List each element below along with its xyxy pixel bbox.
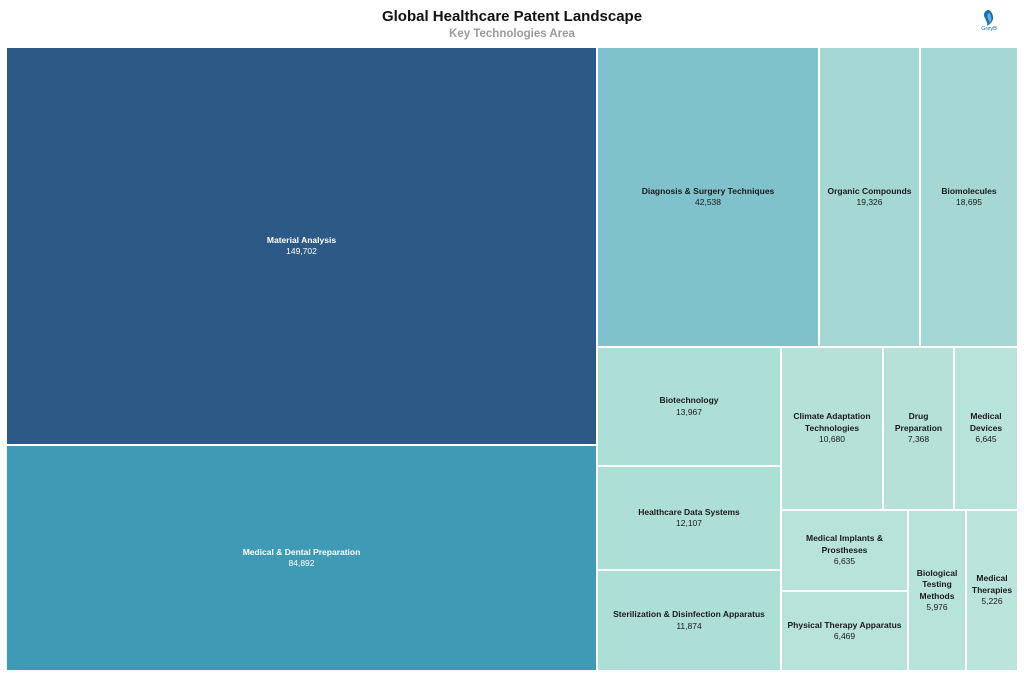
chart-title: Global Healthcare Patent Landscape [381, 8, 643, 25]
tile-biological-testing-methods[interactable]: Biological Testing Methods 5,976 [908, 510, 966, 671]
tile-label: Drug Preparation [894, 411, 943, 433]
tile-label: Biological Testing Methods [916, 567, 958, 601]
tile-label: Diagnosis & Surgery Techniques [641, 185, 775, 196]
tile-label: Climate Adaptation Technologies [793, 411, 871, 433]
tile-material-analysis[interactable]: Material Analysis 149,702 [6, 47, 597, 445]
tile-medical-therapies[interactable]: Medical Therapies 5,226 [966, 510, 1018, 671]
tile-value: 149,702 [286, 246, 317, 256]
tile-drug-preparation[interactable]: Drug Preparation 7,368 [883, 347, 954, 510]
tile-label: Medical Implants & Prostheses [806, 533, 883, 555]
tile-value: 11,874 [676, 620, 702, 631]
tile-label: Sterilization & Disinfection Apparatus [613, 609, 765, 619]
tile-medical-dental-preparation[interactable]: Medical & Dental Preparation 84,892 [6, 445, 597, 671]
tile-label: Biotechnology [659, 395, 719, 405]
tile-value: 19,326 [856, 197, 883, 207]
tile-medical-implants-prostheses[interactable]: Medical Implants & Prostheses 6,635 [781, 510, 908, 591]
tile-sterilization-disinfection-apparatus[interactable]: Sterilization & Disinfection Apparatus 1… [597, 570, 781, 671]
tile-value: 18,695 [956, 197, 982, 207]
tile-biotechnology[interactable]: Biotechnology 13,967 [597, 347, 781, 466]
tile-label: Material Analysis [266, 234, 337, 245]
tile-label: Medical Therapies [971, 573, 1013, 595]
tile-value: 10,680 [819, 434, 845, 445]
tile-label: Biomolecules [941, 185, 997, 196]
tile-value: 12,107 [676, 518, 702, 528]
tile-diagnosis-surgery-techniques[interactable]: Diagnosis & Surgery Techniques 42,538 [597, 47, 819, 347]
chart-subtitle: Key Technologies Area [449, 28, 575, 40]
tile-value: 5,226 [981, 596, 1003, 607]
tile-medical-devices[interactable]: Medical Devices 6,645 [954, 347, 1018, 510]
tile-value: 13,967 [676, 406, 702, 417]
tile-value: 7,368 [907, 434, 930, 445]
tile-organic-compounds[interactable]: Organic Compounds 19,326 [819, 47, 920, 347]
tile-label: Healthcare Data Systems [638, 506, 740, 517]
tile-climate-adaptation-technologies[interactable]: Climate Adaptation Technologies 10,680 [781, 347, 883, 510]
tile-value: 6,635 [833, 556, 856, 567]
logo-icon [984, 10, 994, 26]
tile-label: Physical Therapy Apparatus [787, 619, 902, 630]
tile-value: 42,538 [695, 197, 721, 207]
tile-label: Organic Compounds [827, 185, 912, 196]
logo-text: GreyB [981, 26, 997, 32]
tile-physical-therapy-apparatus[interactable]: Physical Therapy Apparatus 6,469 [781, 591, 908, 671]
tile-value: 6,645 [975, 434, 997, 445]
tile-value: 84,892 [288, 558, 315, 568]
tile-value: 5,976 [926, 602, 948, 612]
tile-label: Medical Devices [969, 411, 1003, 433]
tile-biomolecules[interactable]: Biomolecules 18,695 [920, 47, 1018, 347]
greyb-logo: GreyB [976, 9, 1002, 35]
tile-label: Medical & Dental Preparation [242, 546, 361, 557]
tile-value: 6,469 [833, 631, 856, 641]
tile-healthcare-data-systems[interactable]: Healthcare Data Systems 12,107 [597, 466, 781, 570]
